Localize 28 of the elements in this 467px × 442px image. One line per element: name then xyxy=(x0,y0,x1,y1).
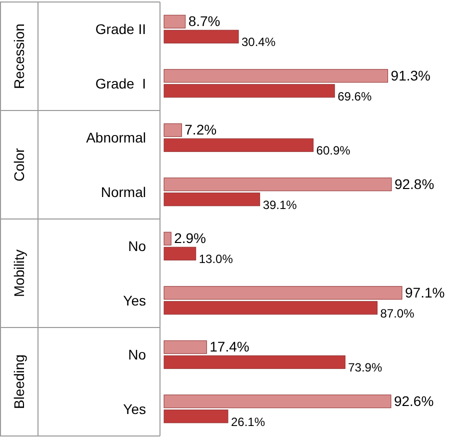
data-label: 26.1% xyxy=(230,414,266,429)
y-tick-label: No xyxy=(128,346,146,363)
data-label: 13.0% xyxy=(198,252,234,266)
text: Mobility xyxy=(11,250,27,297)
data-label: 69.6% xyxy=(338,89,372,104)
data-label: 73.9% xyxy=(348,360,382,375)
y-tick-label: Yes xyxy=(123,400,146,417)
y-tick-label: Grade II xyxy=(95,21,146,38)
y-tick-label: Yes xyxy=(123,292,146,308)
text: Bleeding xyxy=(11,354,27,409)
data-label: 30.4% xyxy=(242,35,276,50)
y-tick-label: No xyxy=(128,238,146,254)
data-label: 2.9% xyxy=(174,230,206,246)
data-label: 17.4% xyxy=(210,338,250,355)
data-label: 97.1% xyxy=(405,284,445,300)
data-label: 91.3% xyxy=(390,67,430,84)
y-tick-label: Grade I xyxy=(95,75,146,92)
text: Recession xyxy=(11,24,27,89)
y-tick-label: Normal xyxy=(100,184,146,200)
data-label: 60.9% xyxy=(316,144,351,158)
data-label: 92.6% xyxy=(394,392,434,409)
y-tick-label: Abnormal xyxy=(86,130,146,146)
data-label: 92.8% xyxy=(394,176,434,192)
text: Color xyxy=(11,148,27,182)
data-label: 87.0% xyxy=(380,306,415,320)
data-label: 7.2% xyxy=(184,122,217,138)
data-label: 39.1% xyxy=(262,198,298,212)
data-label: 8.7% xyxy=(188,13,220,30)
